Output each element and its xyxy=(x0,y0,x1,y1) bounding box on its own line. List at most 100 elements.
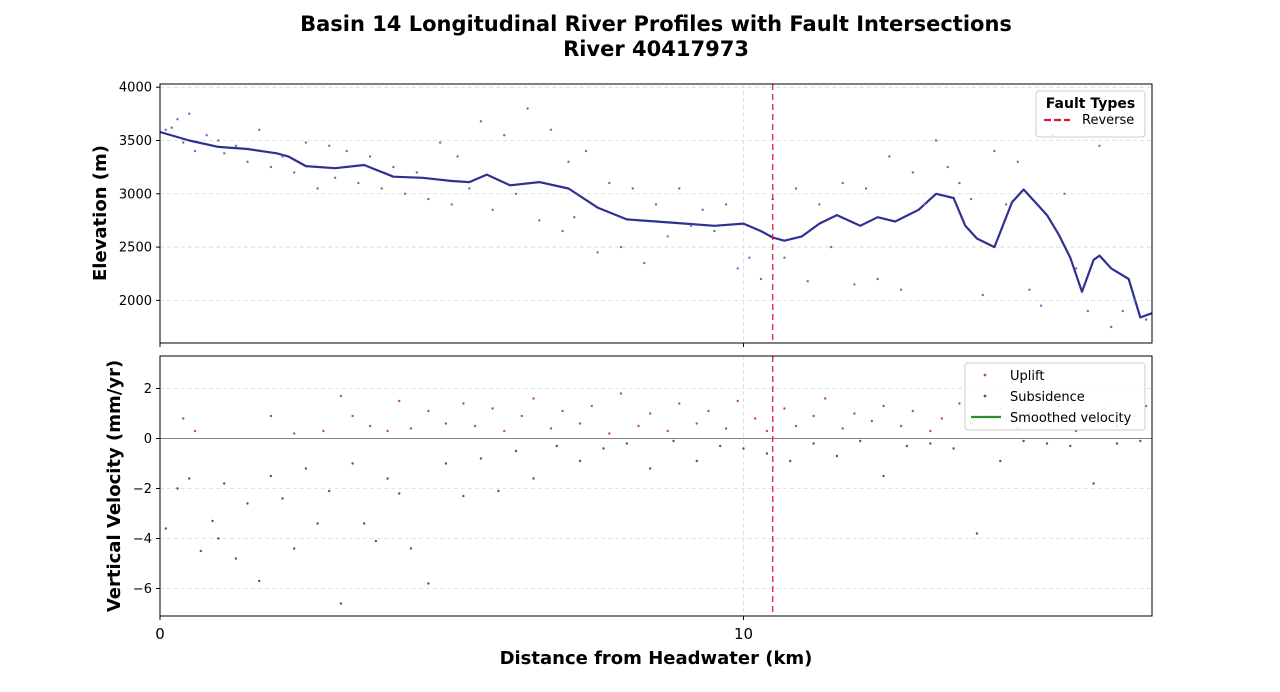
subsidence-point xyxy=(905,444,909,448)
uplift-point xyxy=(386,429,389,433)
uplift-point xyxy=(473,424,477,428)
elevation-point xyxy=(538,219,541,222)
y-tick-label: 3000 xyxy=(119,187,152,202)
elevation-point xyxy=(596,251,599,254)
subsidence-point xyxy=(672,439,675,443)
subsidence-point xyxy=(351,462,354,465)
legend-swatch-uplift xyxy=(983,373,987,377)
elevation-point xyxy=(1016,160,1019,163)
uplift-point xyxy=(736,399,739,403)
uplift-point xyxy=(841,427,844,430)
subsidence-point xyxy=(258,579,261,583)
plot-frame xyxy=(159,355,1153,617)
subsidence-point xyxy=(281,497,284,500)
elevation-point xyxy=(549,128,553,131)
y-tick-label: −4 xyxy=(133,532,152,547)
y-tick-label: 0 xyxy=(144,432,152,447)
elevation-point xyxy=(380,187,383,190)
elevation-point xyxy=(678,187,681,190)
elevation-point xyxy=(631,187,634,190)
elevation-point xyxy=(1133,299,1136,302)
uplift-point xyxy=(503,429,506,433)
subsidence-point xyxy=(882,474,885,478)
subsidence-point xyxy=(1115,442,1119,445)
elevation-point xyxy=(170,126,173,129)
subsidence-point xyxy=(269,474,273,478)
elevation-y-axis-label: Elevation (m) xyxy=(90,145,111,281)
legend-box xyxy=(964,362,1146,431)
elevation-point xyxy=(333,176,337,179)
subsidence-point xyxy=(234,557,238,560)
uplift-point xyxy=(608,432,611,435)
subsidence-point xyxy=(398,492,401,495)
uplift-point xyxy=(824,397,827,400)
subsidence-point xyxy=(719,444,722,448)
uplift-point xyxy=(794,424,798,428)
elevation-point xyxy=(1110,325,1113,329)
elevation-point xyxy=(403,192,407,195)
uplift-point xyxy=(695,422,698,425)
elevation-point xyxy=(853,283,856,286)
elevation-point xyxy=(806,280,809,283)
subsidence-point xyxy=(789,459,792,463)
subsidence-point xyxy=(176,487,179,490)
elevation-point xyxy=(1028,288,1031,291)
subsidence-point xyxy=(532,477,535,480)
subsidence-point xyxy=(374,539,378,543)
subsidence-point xyxy=(765,452,769,455)
elevation-point xyxy=(934,139,938,142)
elevation-point xyxy=(958,181,961,185)
subsidence-point xyxy=(462,494,465,498)
uplift-point xyxy=(911,409,914,413)
uplift-point xyxy=(520,414,523,418)
elevation-point xyxy=(293,171,296,174)
uplift-point xyxy=(398,399,401,403)
plot-frame xyxy=(159,83,1153,344)
subsidence-point xyxy=(975,532,979,535)
elevation-point xyxy=(969,197,973,201)
elevation-point xyxy=(876,277,879,281)
subsidence-point xyxy=(929,442,932,445)
uplift-point xyxy=(368,424,372,428)
elevation-point xyxy=(427,197,430,201)
uplift-point xyxy=(444,422,448,425)
x-tick-label: 0 xyxy=(155,625,165,643)
elevation-point xyxy=(1145,318,1148,321)
uplift-point xyxy=(853,412,856,415)
subsidence-point xyxy=(835,454,839,458)
y-tick-label: 4000 xyxy=(119,81,152,96)
elevation-point xyxy=(526,107,529,110)
subsidence-point xyxy=(427,582,430,585)
elevation-point xyxy=(864,187,868,190)
elevation-point xyxy=(643,261,646,265)
elevation-point xyxy=(619,245,623,249)
elevation-point xyxy=(514,192,518,195)
velocity-y-axis-label: Vertical Velocity (mm/yr) xyxy=(104,360,125,612)
legend-swatch-subsidence xyxy=(983,394,987,398)
subsidence-point xyxy=(812,442,815,445)
elevation-point xyxy=(246,160,249,163)
subsidence-point xyxy=(859,439,862,443)
uplift-point xyxy=(707,409,710,413)
uplift-point xyxy=(666,429,669,433)
subsidence-point xyxy=(1069,444,1072,448)
uplift-point xyxy=(409,427,413,430)
subsidence-point xyxy=(363,522,366,525)
uplift-point xyxy=(812,414,815,418)
uplift-point xyxy=(958,402,961,405)
elevation-point xyxy=(281,155,284,158)
subsidence-point xyxy=(555,444,558,448)
elevation-point xyxy=(345,149,348,153)
elevation-point xyxy=(304,141,308,144)
elevation-profile-line xyxy=(159,130,1153,319)
y-tick-label: 2000 xyxy=(119,294,152,309)
elevation-point xyxy=(561,229,564,233)
elevation-point xyxy=(608,181,611,185)
elevation-point xyxy=(794,187,798,190)
uplift-point xyxy=(929,429,932,433)
subsidence-point xyxy=(649,467,652,470)
elevation-point xyxy=(223,152,226,155)
uplift-point xyxy=(322,429,325,433)
